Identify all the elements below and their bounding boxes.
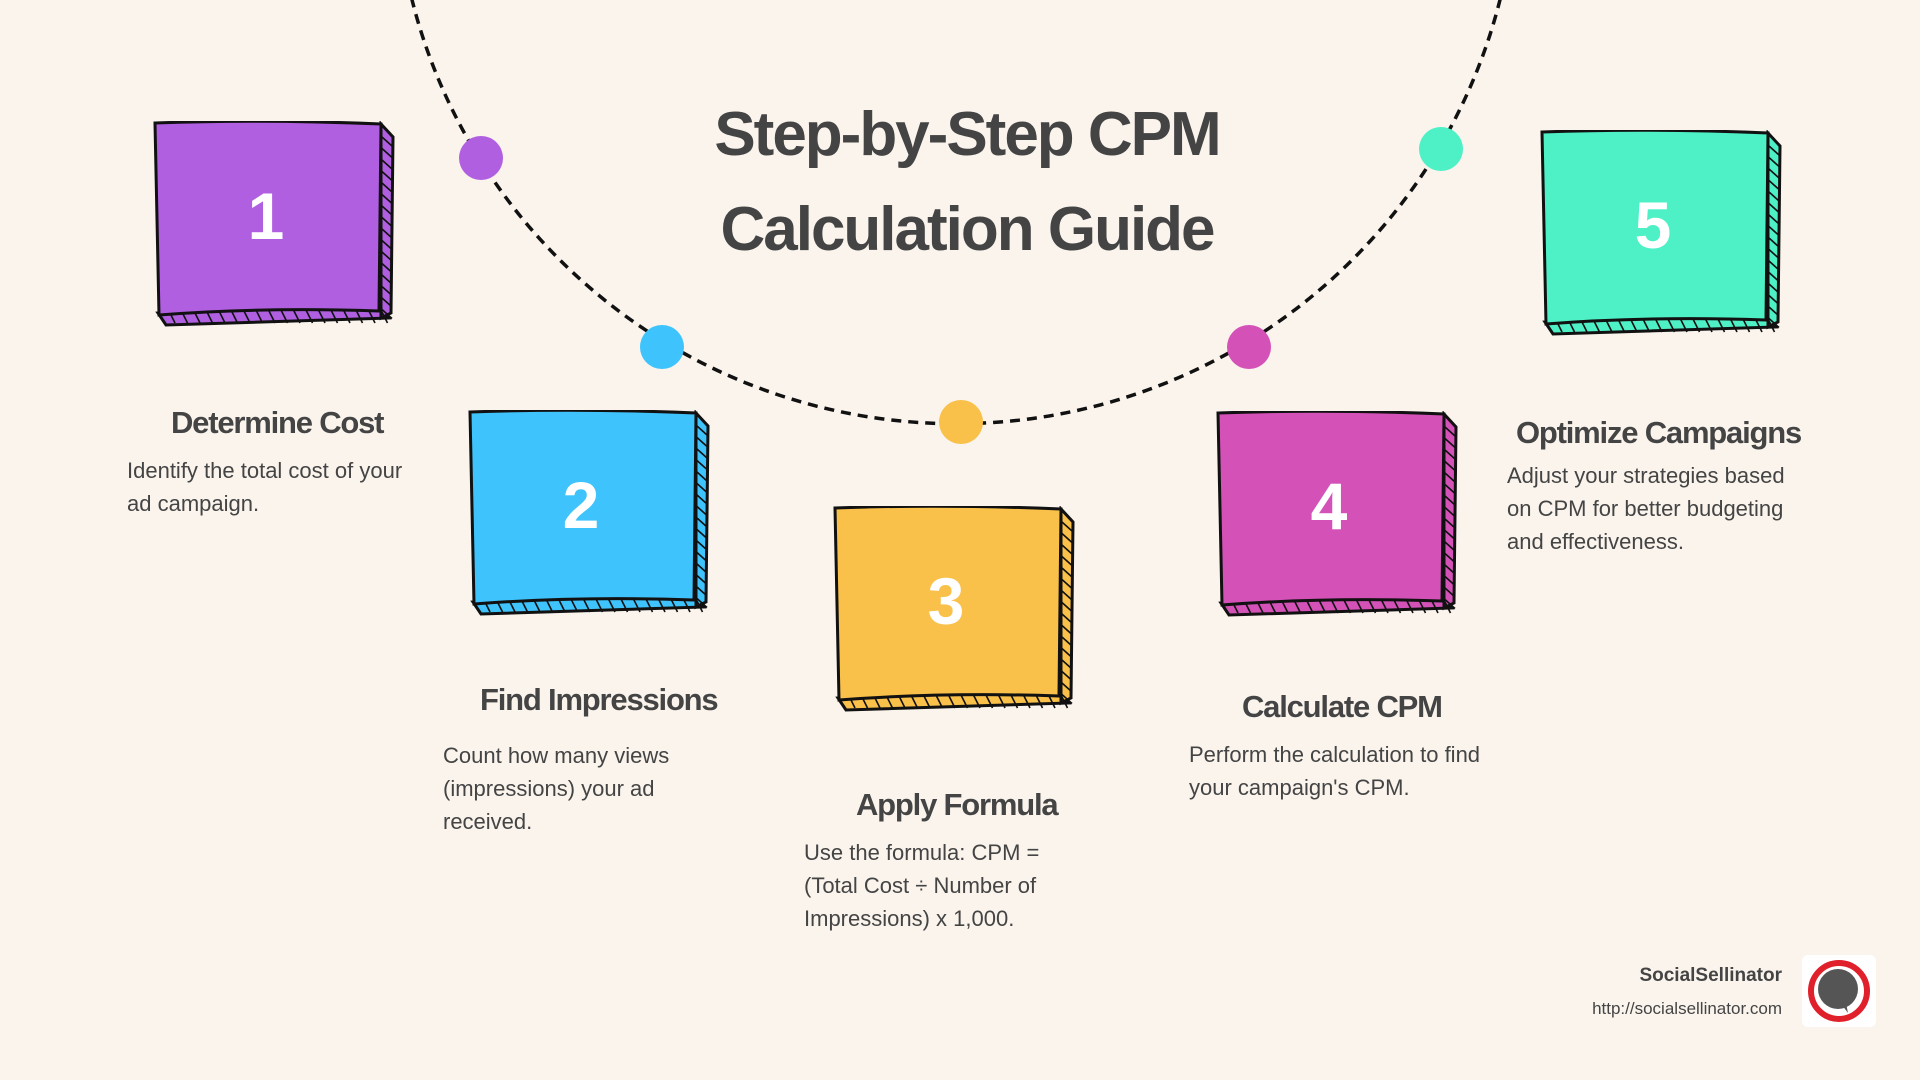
step-5-box: 5 xyxy=(1540,130,1786,340)
step-4-heading: Calculate CPM xyxy=(1242,689,1443,724)
step-number: 4 xyxy=(1310,469,1348,543)
cube-shape xyxy=(468,410,710,616)
step-3-box: 3 xyxy=(833,506,1079,716)
brand-name: SocialSellinator xyxy=(1639,965,1782,986)
step-3-description: Use the formula: CPM = (Total Cost ÷ Num… xyxy=(804,840,1040,931)
step-4-box: 4 xyxy=(1216,411,1462,621)
step-1-box: 1 xyxy=(153,121,399,331)
step-number: 3 xyxy=(927,564,965,638)
page-title-line2: Calculation Guide xyxy=(720,195,1215,264)
step-number: 5 xyxy=(1634,188,1672,262)
cube-shape xyxy=(153,121,395,327)
step-3-heading: Apply Formula xyxy=(856,787,1059,822)
step-5-description: Adjust your strategies based on CPM for … xyxy=(1507,463,1785,554)
step-1-dot xyxy=(459,136,503,180)
step-1-description: Identify the total cost of your ad campa… xyxy=(127,458,403,516)
brand-logo xyxy=(1802,955,1876,1027)
step-5-heading: Optimize Campaigns xyxy=(1516,415,1802,450)
brand-url[interactable]: http://socialsellinator.com xyxy=(1592,999,1782,1018)
step-2-description: Count how many views (impressions) your … xyxy=(443,743,670,834)
step-2-box: 2 xyxy=(468,410,714,620)
cube-shape xyxy=(833,506,1075,712)
page-title: Step-by-Step CPM xyxy=(714,100,1221,169)
cube-shape xyxy=(1540,130,1782,336)
step-2-dot xyxy=(640,325,684,369)
step-5-dot xyxy=(1419,127,1463,171)
step-number: 2 xyxy=(562,468,600,542)
step-4-description: Perform the calculation to find your cam… xyxy=(1189,742,1481,800)
step-1-heading: Determine Cost xyxy=(171,405,385,440)
step-3-dot xyxy=(939,400,983,444)
step-number: 1 xyxy=(247,179,285,253)
step-4-dot xyxy=(1227,325,1271,369)
cube-shape xyxy=(1216,411,1458,617)
speech-bubble-ring-icon xyxy=(1808,960,1870,1022)
step-2-heading: Find Impressions xyxy=(480,682,719,717)
